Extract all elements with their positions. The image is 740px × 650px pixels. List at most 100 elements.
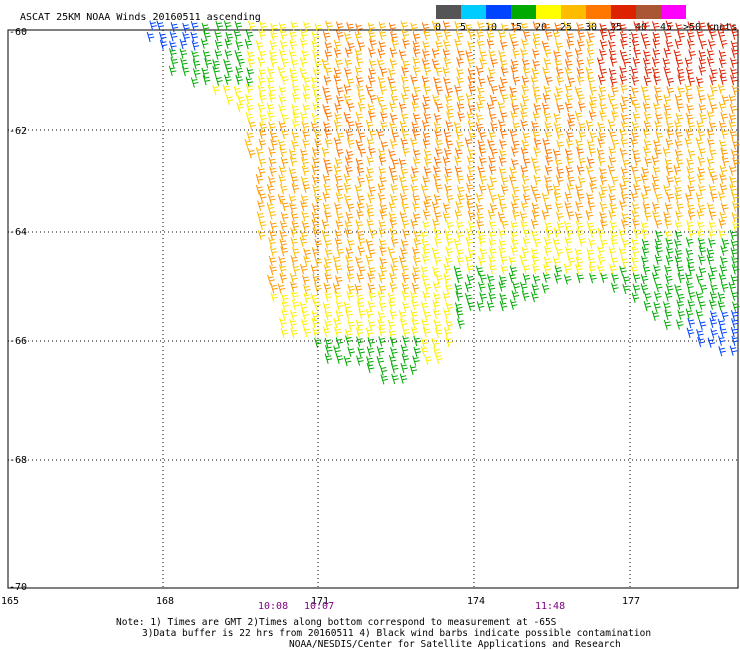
wind-barb — [322, 174, 331, 185]
wind-barb — [522, 263, 531, 274]
wind-barb — [543, 256, 552, 267]
wind-barb — [388, 22, 397, 33]
wind-barb — [411, 93, 420, 104]
wind-barb — [510, 245, 519, 256]
wind-barb — [555, 67, 564, 78]
wind-barb — [388, 201, 397, 212]
wind-barb — [456, 67, 464, 78]
wind-barb — [575, 211, 583, 223]
wind-barb — [610, 102, 619, 113]
wind-barb — [674, 248, 683, 259]
wind-barb — [442, 20, 451, 32]
wind-barb — [267, 274, 275, 286]
wind-barb — [709, 75, 717, 86]
wind-barb — [643, 112, 652, 123]
legend-swatch — [536, 5, 561, 19]
wind-barb — [477, 230, 486, 241]
wind-barb — [620, 192, 629, 203]
wind-barb — [446, 111, 454, 122]
wind-barb — [720, 111, 728, 123]
wind-barb — [423, 282, 432, 293]
wind-barb — [355, 256, 363, 267]
wind-barb — [478, 183, 487, 195]
wind-barb — [610, 237, 618, 248]
wind-barb — [455, 201, 463, 212]
wind-barb — [322, 202, 331, 213]
wind-barb — [390, 173, 399, 184]
wind-barb — [585, 119, 594, 131]
wind-barb — [278, 174, 286, 185]
wind-barb — [576, 228, 584, 239]
wind-barb — [400, 362, 408, 374]
wind-barb — [453, 265, 462, 277]
wind-barb — [655, 245, 663, 256]
wind-barb — [355, 327, 364, 338]
wind-barb — [314, 194, 322, 205]
wind-barb — [686, 103, 694, 114]
wind-barb — [511, 238, 519, 249]
wind-barb — [344, 67, 352, 78]
wind-barb — [576, 58, 584, 69]
wind-barb — [666, 121, 674, 132]
wind-barb — [422, 175, 430, 186]
wind-barb — [523, 193, 531, 204]
wind-barb — [599, 67, 607, 78]
wind-barb — [541, 283, 550, 294]
wind-barb — [245, 76, 254, 87]
wind-barb — [475, 203, 484, 214]
wind-barb — [731, 256, 739, 267]
wind-barb — [400, 239, 409, 250]
wind-barb — [707, 202, 715, 213]
wind-barb — [299, 236, 308, 248]
wind-barb — [201, 22, 210, 34]
wind-barb — [390, 194, 398, 205]
wind-barb — [666, 246, 674, 257]
wind-barb — [379, 209, 387, 220]
wind-barb — [335, 353, 344, 364]
wind-barb — [498, 119, 506, 130]
wind-barb — [640, 32, 649, 43]
wind-barb — [620, 137, 629, 148]
wind-barb — [409, 364, 418, 376]
wind-barb — [651, 272, 660, 283]
wind-barb — [268, 157, 277, 168]
wind-barb — [345, 149, 354, 160]
wind-barb — [586, 157, 595, 168]
wind-barb — [289, 202, 297, 214]
wind-barb — [519, 211, 528, 222]
wind-barb — [433, 76, 441, 87]
wind-barb — [732, 157, 740, 168]
wind-barb — [511, 146, 519, 157]
wind-barb — [488, 292, 496, 303]
wind-barb — [599, 202, 608, 213]
wind-barb — [289, 67, 297, 79]
wind-barb — [332, 255, 341, 266]
wind-barb — [279, 29, 288, 40]
wind-barb — [368, 146, 376, 157]
wind-barb — [344, 47, 353, 58]
wind-barb — [410, 219, 419, 230]
wind-barb — [587, 31, 595, 42]
wind-barb — [486, 31, 495, 42]
wind-barb — [565, 50, 573, 61]
wind-barb — [356, 272, 365, 284]
wind-barb — [346, 264, 355, 275]
wind-barb — [532, 32, 541, 43]
wind-barb — [456, 94, 465, 105]
wind-barb — [653, 74, 661, 85]
wind-barb — [435, 147, 443, 158]
wind-barb — [433, 319, 442, 330]
wind-barb — [732, 139, 740, 150]
wind-barb — [390, 113, 398, 124]
wind-barb — [675, 57, 684, 69]
wind-barb — [687, 75, 696, 87]
wind-barb — [729, 104, 738, 115]
wind-barb — [281, 128, 289, 140]
wind-barb — [619, 22, 627, 33]
wind-barb — [687, 299, 695, 310]
wind-barb — [632, 283, 641, 294]
wind-barb — [366, 362, 375, 374]
wind-barb — [443, 327, 452, 338]
wind-barb — [652, 48, 661, 59]
wind-barb — [367, 337, 376, 348]
